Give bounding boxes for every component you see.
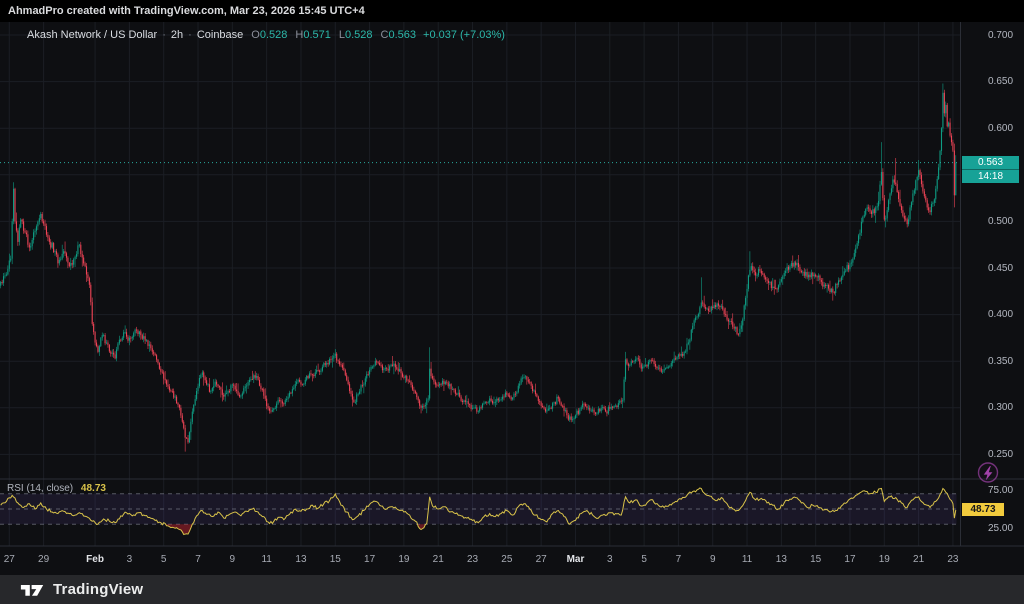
grid-lines xyxy=(0,22,960,546)
time-axis-label: 11 xyxy=(251,553,283,566)
time-axis-label: 15 xyxy=(319,553,351,566)
lightning-boost-icon[interactable] xyxy=(979,463,998,482)
time-axis-label: 19 xyxy=(388,553,420,566)
price-axis-label: 0.350 xyxy=(988,355,1024,368)
time-axis-label: 9 xyxy=(697,553,729,566)
price-axis-label: 0.400 xyxy=(988,308,1024,321)
ohlc-value: 0.571 xyxy=(303,29,331,41)
rsi-current-value: 48.73 xyxy=(81,483,106,494)
price-axis-label: 0.600 xyxy=(988,122,1024,135)
rsi-name: RSI xyxy=(7,483,24,494)
time-axis-label: 27 xyxy=(525,553,557,566)
rsi-band xyxy=(0,494,957,524)
time-axis-label: Mar xyxy=(559,553,591,566)
time-axis-label: 3 xyxy=(594,553,626,566)
legend-separator: · xyxy=(162,29,166,41)
time-axis-label: 21 xyxy=(422,553,454,566)
time-axis-label: 7 xyxy=(662,553,694,566)
time-axis-label: 13 xyxy=(285,553,317,566)
time-axis-label: 15 xyxy=(800,553,832,566)
time-axis-label: 25 xyxy=(491,553,523,566)
time-axis-label: 3 xyxy=(113,553,145,566)
time-axis-label: 17 xyxy=(354,553,386,566)
time-axis-label: Feb xyxy=(79,553,111,566)
time-axis-label: 23 xyxy=(457,553,489,566)
time-axis-label: 5 xyxy=(148,553,180,566)
tradingview-logo-icon[interactable] xyxy=(20,581,45,598)
price-axis-label: 0.250 xyxy=(988,448,1024,461)
chart-area[interactable]: Akash Network / US Dollar·2h·CoinbaseO0.… xyxy=(0,22,1024,575)
rsi-legend[interactable]: RSI (14, close) 48.73 xyxy=(7,483,106,494)
ohlc-values: O0.528H0.571L0.528C0.563 xyxy=(243,29,416,41)
ohlc-pair: H0.571 xyxy=(295,29,330,41)
price-axis-label: 0.650 xyxy=(988,75,1024,88)
ohlc-pair: L0.528 xyxy=(339,29,373,41)
interval-label[interactable]: 2h xyxy=(171,29,183,41)
pane-separators xyxy=(0,22,1024,546)
price-axis-label: 0.500 xyxy=(988,215,1024,228)
legend-separator: · xyxy=(188,29,192,41)
time-axis-label: 21 xyxy=(903,553,935,566)
ohlc-value: 0.528 xyxy=(260,29,288,41)
price-axis-label: 0.450 xyxy=(988,262,1024,275)
ohlc-value: 0.528 xyxy=(345,29,373,41)
rsi-axis-label: 75.00 xyxy=(988,484,1024,497)
attribution-text: AhmadPro created with TradingView.com, M… xyxy=(8,5,365,17)
symbol-legend[interactable]: Akash Network / US Dollar·2h·CoinbaseO0.… xyxy=(27,29,505,41)
symbol-title: Akash Network / US Dollar xyxy=(27,29,157,41)
time-axis-label: 11 xyxy=(731,553,763,566)
rsi-value-badge: 48.73 xyxy=(962,503,1004,516)
ohlc-pair: C0.563 xyxy=(381,29,416,41)
price-chart-canvas[interactable] xyxy=(0,22,1024,575)
footer-bar: TradingView xyxy=(0,575,1024,604)
time-axis-label: 9 xyxy=(216,553,248,566)
ohlc-pair: O0.528 xyxy=(251,29,287,41)
time-axis-label: 29 xyxy=(28,553,60,566)
time-axis-label: 5 xyxy=(628,553,660,566)
price-axis-label: 0.700 xyxy=(988,29,1024,42)
change-value: +0.037 (+7.03%) xyxy=(423,29,505,41)
ohlc-label: O xyxy=(251,29,260,41)
time-axis-label: 19 xyxy=(868,553,900,566)
exchange-label: Coinbase xyxy=(197,29,243,41)
attribution-bar: AhmadPro created with TradingView.com, M… xyxy=(0,0,1024,22)
time-axis-label: 13 xyxy=(765,553,797,566)
current-price-badge[interactable]: 0.563 14:18 xyxy=(962,156,1019,183)
time-axis-label: 17 xyxy=(834,553,866,566)
price-axis-label: 0.300 xyxy=(988,401,1024,414)
time-axis-label: 7 xyxy=(182,553,214,566)
time-axis-label: 27 xyxy=(0,553,25,566)
footer-brand-text[interactable]: TradingView xyxy=(53,581,143,598)
tradingview-snapshot: AhmadPro created with TradingView.com, M… xyxy=(0,0,1024,604)
current-price-value: 0.563 xyxy=(962,156,1019,169)
rsi-axis-label: 25.00 xyxy=(988,522,1024,535)
time-axis-label: 23 xyxy=(937,553,969,566)
rsi-params: (14, close) xyxy=(26,483,73,494)
ohlc-value: 0.563 xyxy=(388,29,416,41)
bar-countdown: 14:18 xyxy=(962,169,1019,183)
